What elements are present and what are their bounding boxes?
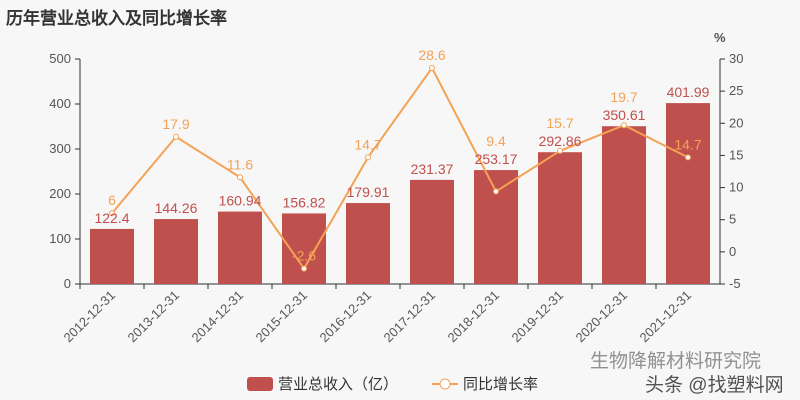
growth-label: 19.7 bbox=[610, 89, 637, 105]
bar bbox=[346, 203, 390, 284]
growth-point bbox=[173, 133, 179, 140]
growth-label: 6 bbox=[108, 192, 116, 208]
bar bbox=[602, 126, 646, 285]
x-tick-label: 2012-12-31 bbox=[60, 288, 118, 346]
bar-label: 160.94 bbox=[219, 193, 262, 209]
chart-title: 历年营业总收入及同比增长率 bbox=[6, 9, 227, 28]
x-tick-label: 2014-12-31 bbox=[188, 288, 246, 346]
x-tick-label: 2019-12-31 bbox=[508, 288, 566, 346]
growth-label: 14.7 bbox=[354, 136, 381, 152]
bar-label: 401.99 bbox=[667, 84, 710, 100]
x-tick-label: 2016-12-31 bbox=[316, 288, 374, 346]
legend-line-label: 同比增长率 bbox=[463, 376, 538, 393]
growth-label: 11.6 bbox=[227, 156, 253, 172]
legend-bar-swatch bbox=[247, 377, 273, 391]
x-tick-label: 2013-12-31 bbox=[124, 288, 182, 346]
left-tick-label: 300 bbox=[49, 141, 71, 156]
growth-line bbox=[111, 66, 689, 271]
growth-label: 9.4 bbox=[486, 133, 506, 149]
left-tick-label: 0 bbox=[64, 276, 71, 291]
growth-label: 14.7 bbox=[674, 136, 701, 152]
growth-point bbox=[429, 65, 435, 71]
growth-label: 28.6 bbox=[418, 47, 445, 63]
bar-label: 144.26 bbox=[155, 200, 198, 216]
growth-label: 15.7 bbox=[546, 115, 573, 131]
watermark-2: 头条 @找塑料网 bbox=[645, 375, 784, 396]
bar bbox=[154, 219, 198, 284]
x-tick-label: 2021-12-31 bbox=[636, 288, 694, 346]
x-tick-label: 2018-12-31 bbox=[444, 288, 502, 346]
left-tick-label: 400 bbox=[49, 96, 71, 111]
growth-label: -2.6 bbox=[292, 248, 316, 264]
left-tick-label: 200 bbox=[49, 186, 71, 201]
bar bbox=[666, 103, 710, 285]
growth-label: 17.9 bbox=[162, 116, 189, 132]
bar bbox=[474, 170, 518, 284]
legend-bar-label: 营业总收入（亿） bbox=[278, 376, 398, 393]
right-tick-label: 5 bbox=[729, 212, 736, 227]
growth-point bbox=[237, 174, 243, 181]
bar bbox=[410, 179, 454, 284]
growth-point bbox=[109, 210, 115, 217]
right-tick-label: -5 bbox=[729, 276, 741, 291]
growth-point bbox=[301, 265, 307, 272]
x-tick-label: 2015-12-31 bbox=[252, 288, 310, 346]
right-tick-label: 0 bbox=[729, 244, 736, 259]
bar-label: 179.91 bbox=[347, 184, 390, 200]
bar-label: 156.82 bbox=[283, 194, 326, 210]
right-tick-label: 20 bbox=[729, 115, 743, 130]
growth-point bbox=[685, 154, 691, 161]
bar-label: 253.17 bbox=[475, 151, 518, 167]
bar-label: 350.61 bbox=[603, 107, 646, 123]
left-tick-label: 500 bbox=[49, 51, 71, 66]
bar bbox=[218, 211, 262, 284]
bar bbox=[90, 228, 134, 284]
growth-point bbox=[493, 188, 499, 195]
x-tick-label: 2017-12-31 bbox=[380, 288, 438, 346]
bar-label: 231.37 bbox=[411, 161, 454, 177]
right-axis-label: % bbox=[714, 30, 726, 45]
growth-point bbox=[557, 147, 563, 154]
right-tick-label: 10 bbox=[729, 180, 743, 195]
bar bbox=[538, 152, 582, 284]
growth-point bbox=[621, 122, 627, 129]
bar-label: 122.4 bbox=[94, 210, 129, 226]
legend-line-marker bbox=[439, 378, 451, 390]
watermark-1: 生物降解材料研究院 bbox=[590, 351, 762, 372]
growth-point bbox=[365, 154, 371, 161]
right-tick-label: 30 bbox=[729, 51, 743, 66]
right-tick-label: 15 bbox=[729, 147, 743, 162]
left-tick-label: 100 bbox=[49, 231, 71, 246]
right-tick-label: 25 bbox=[729, 83, 743, 98]
x-tick-label: 2020-12-31 bbox=[572, 288, 630, 346]
bar-label: 292.86 bbox=[539, 133, 582, 149]
